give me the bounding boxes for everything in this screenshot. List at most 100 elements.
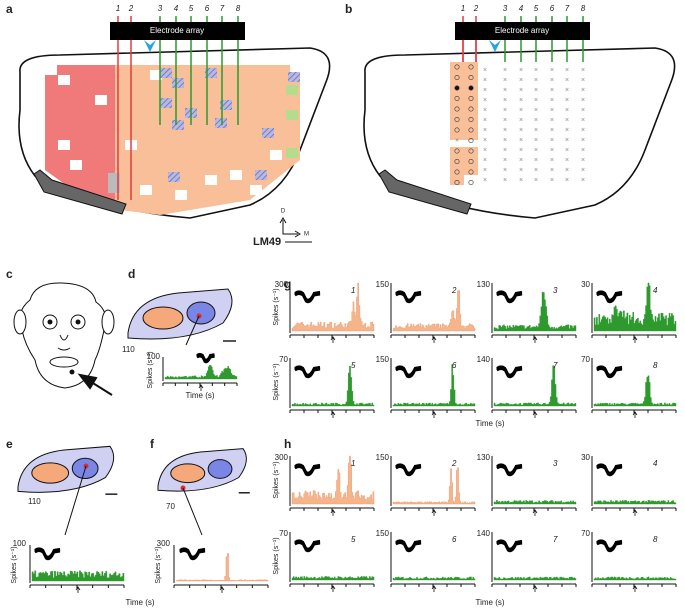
- site-cross: ×: [581, 137, 585, 144]
- label: 8: [236, 4, 241, 13]
- map-tile: [290, 65, 302, 75]
- waveform: [196, 355, 215, 364]
- site-cross: ×: [483, 87, 487, 94]
- waveform: [294, 367, 321, 379]
- label: D: [281, 209, 286, 215]
- label: 5: [351, 535, 356, 544]
- target: [69, 369, 75, 375]
- label: 8: [653, 361, 658, 370]
- label: 4: [174, 4, 179, 13]
- waveform: [596, 292, 623, 304]
- label: Time (s): [475, 598, 504, 607]
- label: f: [150, 437, 155, 451]
- map-tile: [230, 170, 242, 180]
- site-cross: ×: [503, 87, 507, 94]
- electrode-array: [110, 22, 245, 40]
- label: b: [345, 2, 352, 16]
- stim-arrow: [431, 411, 437, 418]
- site-cross: ×: [503, 77, 507, 84]
- map-tile-mixed: [288, 72, 300, 82]
- label: 30: [581, 453, 590, 462]
- site: [468, 138, 474, 144]
- site-cross: ×: [550, 167, 554, 174]
- site-cross: ×: [550, 127, 554, 134]
- site: [454, 75, 460, 81]
- label: 4: [653, 459, 658, 468]
- label: 5: [351, 361, 356, 370]
- site: [454, 148, 460, 154]
- label: 6: [452, 361, 457, 370]
- label: g: [284, 277, 291, 291]
- pointer: [182, 487, 203, 536]
- site-cross: ×: [483, 127, 487, 134]
- label: 110: [122, 345, 135, 354]
- site-cross: ×: [503, 147, 507, 154]
- site-cross: ×: [565, 167, 569, 174]
- site-cross: ×: [550, 157, 554, 164]
- label: 70: [279, 529, 288, 538]
- site-cross: ×: [519, 167, 523, 174]
- label: 1: [116, 4, 120, 13]
- site-cross: ×: [565, 147, 569, 154]
- label: 8: [653, 535, 658, 544]
- map-tile: [95, 95, 107, 105]
- site-cross: ×: [503, 157, 507, 164]
- histogram: [593, 576, 677, 581]
- label: 3: [553, 459, 558, 468]
- stim-arrow: [219, 586, 225, 593]
- site: [468, 169, 474, 175]
- site-cross: ×: [534, 157, 538, 164]
- site-cross: ×: [483, 137, 487, 144]
- histogram: [291, 576, 375, 581]
- pointer: [64, 465, 87, 536]
- arrowhead: [489, 40, 501, 52]
- site-cross: ×: [550, 67, 554, 74]
- label: 70: [581, 355, 590, 364]
- stim-arrow: [431, 585, 437, 592]
- label: 4: [519, 4, 524, 13]
- label: a: [6, 2, 13, 16]
- label: 70: [166, 502, 175, 511]
- stim-arrow: [632, 585, 638, 592]
- site: [468, 96, 474, 102]
- site: [454, 180, 460, 186]
- label: M: [304, 232, 309, 238]
- label: 100: [13, 539, 27, 548]
- stim-arrow: [330, 411, 336, 418]
- site-cross: ×: [550, 177, 554, 184]
- site-cross: ×: [483, 157, 487, 164]
- site-cross: ×: [581, 177, 585, 184]
- label: 150: [376, 453, 390, 462]
- site-cross: ×: [534, 177, 538, 184]
- brain-outline: [363, 47, 676, 219]
- site-cross: ×: [519, 117, 523, 124]
- stim-arrow: [532, 509, 538, 516]
- region-blue: [186, 301, 216, 325]
- waveform: [596, 465, 623, 477]
- site-cross: ×: [503, 177, 507, 184]
- waveform: [496, 465, 523, 477]
- waveform: [294, 465, 321, 477]
- site-cross: ×: [483, 147, 487, 154]
- map-tile-mixed: [172, 78, 184, 88]
- histogram: [392, 290, 476, 332]
- stim-arrow: [330, 509, 336, 516]
- site-cross: ×: [534, 167, 538, 174]
- region-blue: [207, 459, 233, 479]
- label: 70: [581, 529, 590, 538]
- stim-arrow: [532, 411, 538, 418]
- map-tile-mixed: [160, 68, 172, 78]
- ear: [13, 309, 27, 335]
- histogram: [493, 365, 577, 407]
- site-cross: ×: [581, 167, 585, 174]
- label: 5: [534, 4, 539, 13]
- site: [468, 106, 474, 112]
- label: e: [6, 437, 13, 451]
- histogram: [31, 570, 125, 582]
- waveform: [596, 367, 623, 379]
- label: 2: [473, 4, 479, 13]
- label: Spikes (s⁻¹): [273, 288, 280, 325]
- map-tile-mixed: [172, 120, 184, 130]
- site-cross: ×: [534, 67, 538, 74]
